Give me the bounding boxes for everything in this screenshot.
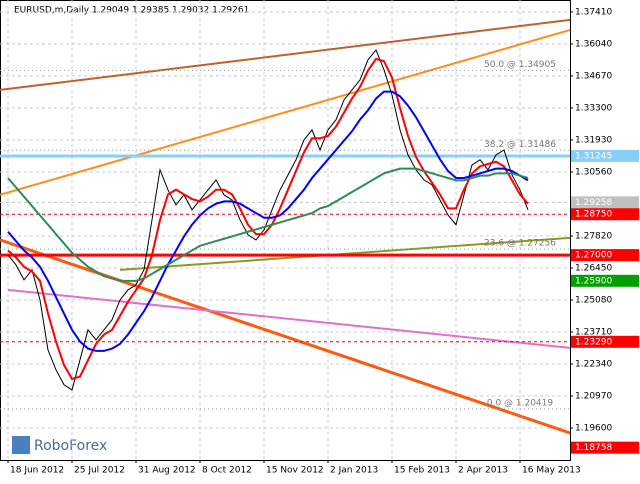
fib-label: 23.6 @ 1.27256 xyxy=(484,239,556,249)
x-tick-label: 2 Jan 2013 xyxy=(330,466,378,476)
level-tag xyxy=(571,441,639,454)
y-tick-label: 1.30560 xyxy=(575,167,612,177)
plot xyxy=(0,0,570,460)
x-tick-label: 2 Apr 2013 xyxy=(458,466,508,476)
y-tick-label: 1.23710 xyxy=(575,327,612,337)
plot-frame xyxy=(0,0,571,461)
level-label: 1.29258 xyxy=(575,198,612,208)
y-tick-label: 1.26450 xyxy=(575,263,612,273)
level-tag xyxy=(571,208,639,221)
trend-line xyxy=(7,288,570,349)
fib-label: 0.0 @ 1.20419 xyxy=(487,398,554,408)
x-tick-label: 18 Jun 2012 xyxy=(10,466,64,476)
level-tag xyxy=(571,274,639,287)
y-tick-label: 1.31930 xyxy=(575,135,612,145)
level-label: 1.28750 xyxy=(575,210,612,220)
y-tick-label: 1.34670 xyxy=(575,71,612,81)
y-tick-label: 1.20970 xyxy=(575,391,612,401)
level-label: 1.31245 xyxy=(575,151,612,161)
level-label: 1.25900 xyxy=(575,276,612,286)
logo-icon xyxy=(12,436,30,454)
x-tick-label: 15 Feb 2013 xyxy=(394,466,450,476)
x-tick-label: 8 Oct 2012 xyxy=(202,466,252,476)
trend-line xyxy=(0,18,570,91)
logo: RoboForex xyxy=(34,438,107,454)
x-tick-label: 16 May 2013 xyxy=(522,466,581,476)
x-tick-label: 25 Jul 2012 xyxy=(74,466,125,476)
price-line xyxy=(7,49,529,391)
level-tag xyxy=(571,335,639,348)
x-tick-label: 15 Nov 2012 xyxy=(266,466,324,476)
chart-title: EURUSD,m,Daily 1.29049 1.29385 1.29032 1… xyxy=(14,6,249,16)
y-tick-label: 1.33300 xyxy=(575,103,612,113)
moving-average xyxy=(7,167,529,282)
moving-average xyxy=(7,90,529,352)
level-label: 1.23290 xyxy=(575,337,612,347)
fib-label: 50.0 @ 1.34905 xyxy=(484,60,556,70)
level-label: 1.18758 xyxy=(575,443,612,453)
y-tick-label: 1.25080 xyxy=(575,295,612,305)
y-tick-label: 1.27820 xyxy=(575,231,612,241)
level-tag xyxy=(571,196,639,209)
y-tick-label: 1.19600 xyxy=(575,423,612,433)
fib-label: 38.2 @ 1.31486 xyxy=(484,140,556,150)
level-tag xyxy=(571,149,639,162)
trend-line xyxy=(0,238,570,435)
moving-average xyxy=(7,57,529,381)
trend-line xyxy=(0,28,570,196)
x-tick-label: 31 Aug 2012 xyxy=(138,466,196,476)
level-tag xyxy=(571,249,639,262)
level-label: 1.27000 xyxy=(575,251,612,261)
y-tick-label: 1.37410 xyxy=(575,7,612,17)
y-tick-label: 1.36040 xyxy=(575,39,612,49)
y-tick-label: 1.22340 xyxy=(575,359,612,369)
